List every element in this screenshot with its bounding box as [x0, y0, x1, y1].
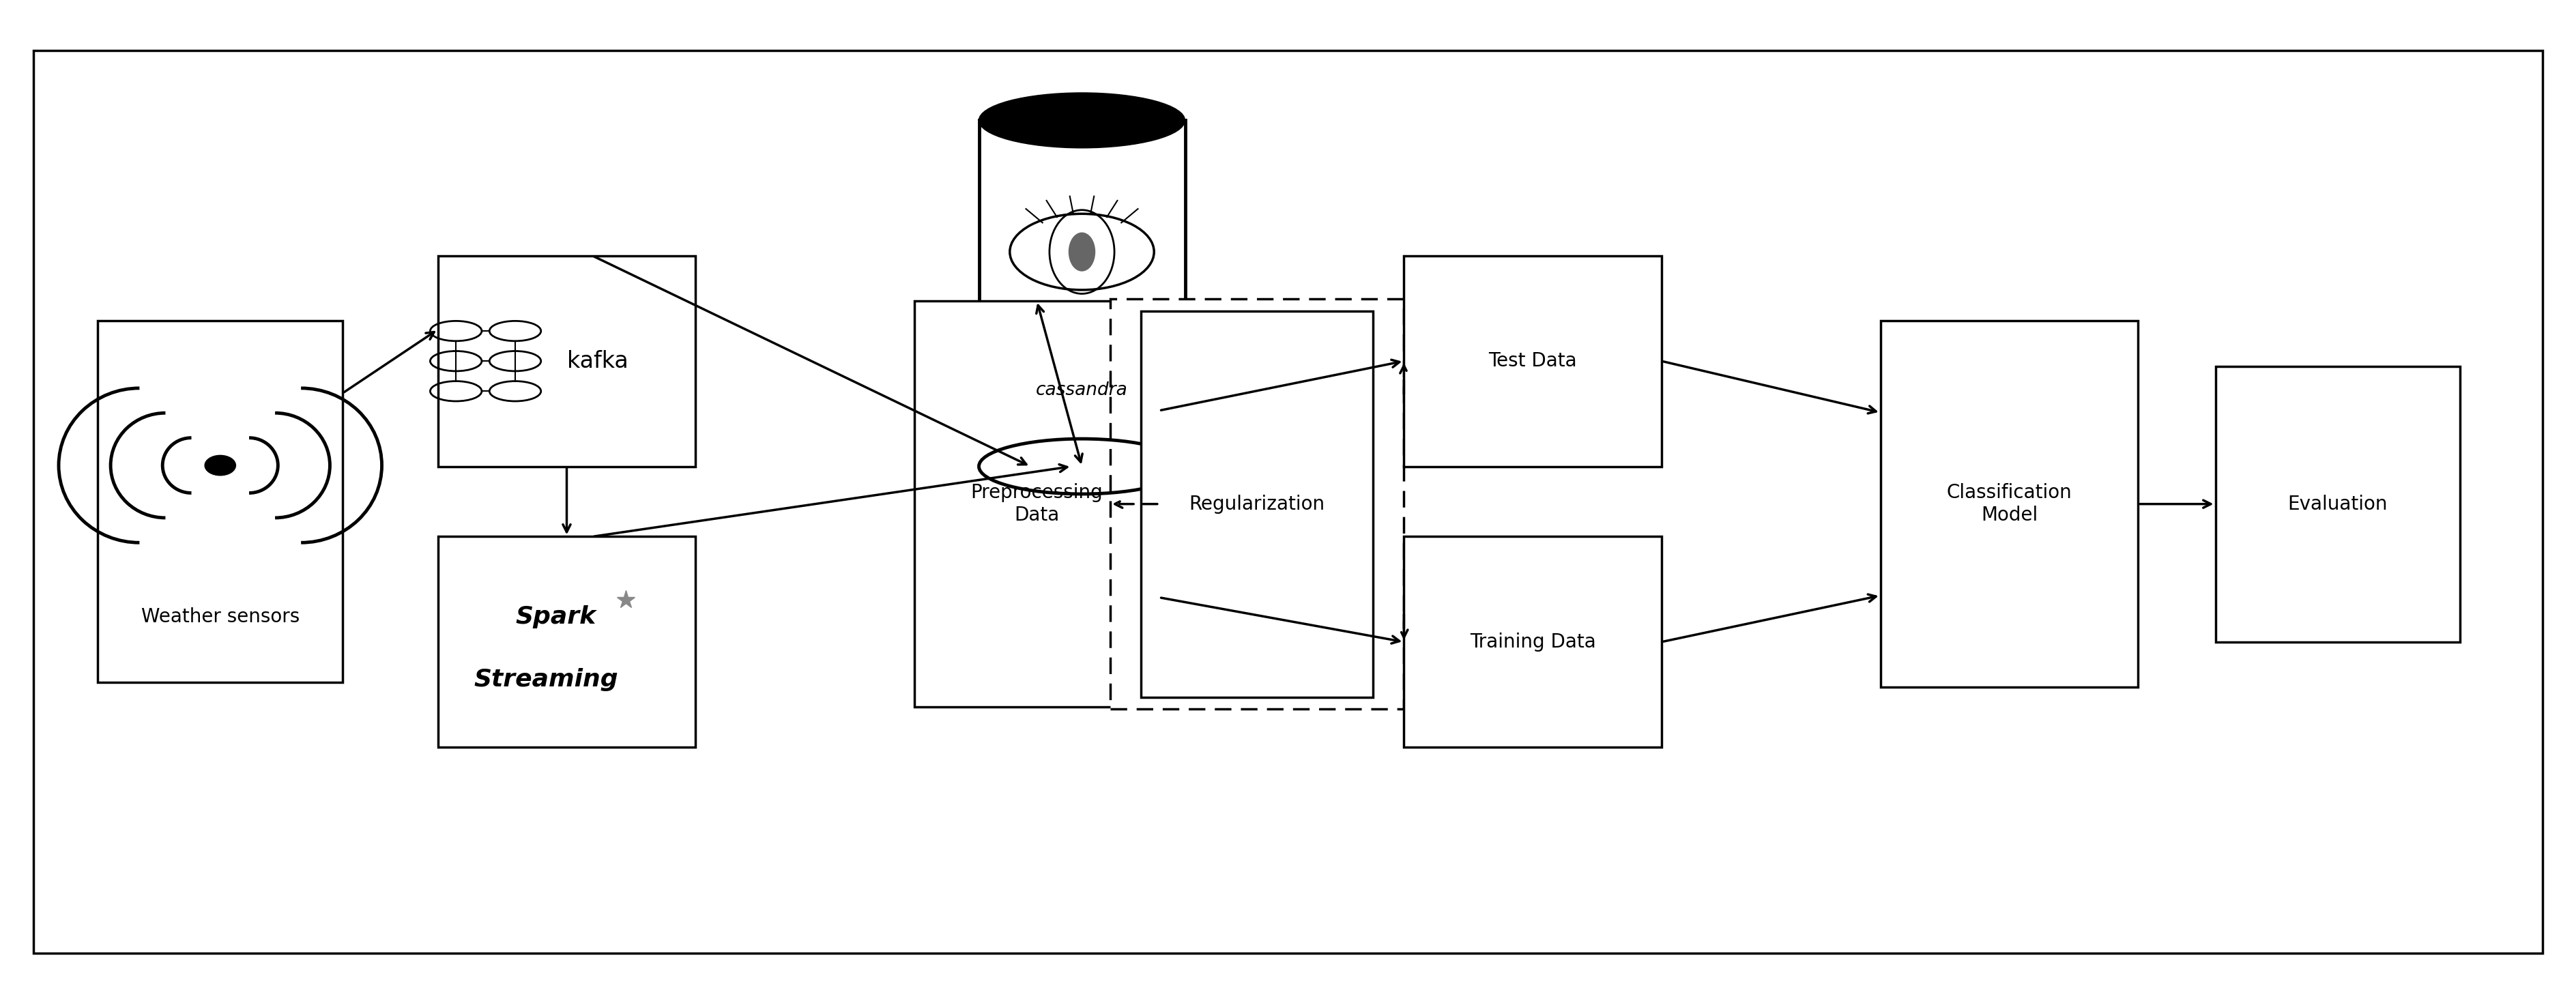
Text: Preprocessing
Data: Preprocessing Data — [971, 483, 1103, 525]
Text: Regularization: Regularization — [1190, 494, 1324, 514]
Text: Streaming: Streaming — [474, 668, 618, 691]
FancyBboxPatch shape — [979, 120, 1185, 466]
Text: Weather sensors: Weather sensors — [142, 608, 299, 627]
Text: Evaluation: Evaluation — [2287, 494, 2388, 514]
FancyBboxPatch shape — [1404, 256, 1662, 466]
Text: Spark: Spark — [515, 605, 595, 628]
Ellipse shape — [1069, 233, 1095, 271]
FancyBboxPatch shape — [1404, 537, 1662, 747]
Text: Training Data: Training Data — [1471, 632, 1595, 652]
FancyBboxPatch shape — [2215, 366, 2460, 642]
FancyBboxPatch shape — [1880, 321, 2138, 687]
Text: Test Data: Test Data — [1489, 351, 1577, 371]
FancyBboxPatch shape — [438, 256, 696, 466]
FancyBboxPatch shape — [33, 50, 2543, 953]
Ellipse shape — [206, 455, 234, 475]
Text: cassandra: cassandra — [1036, 381, 1128, 399]
FancyBboxPatch shape — [438, 537, 696, 747]
Ellipse shape — [979, 93, 1185, 148]
Text: kafka: kafka — [567, 350, 629, 372]
FancyBboxPatch shape — [1141, 311, 1373, 697]
FancyBboxPatch shape — [914, 301, 1159, 707]
Text: Classification
Model: Classification Model — [1947, 483, 2071, 525]
FancyBboxPatch shape — [1110, 299, 1404, 709]
FancyBboxPatch shape — [98, 321, 343, 682]
